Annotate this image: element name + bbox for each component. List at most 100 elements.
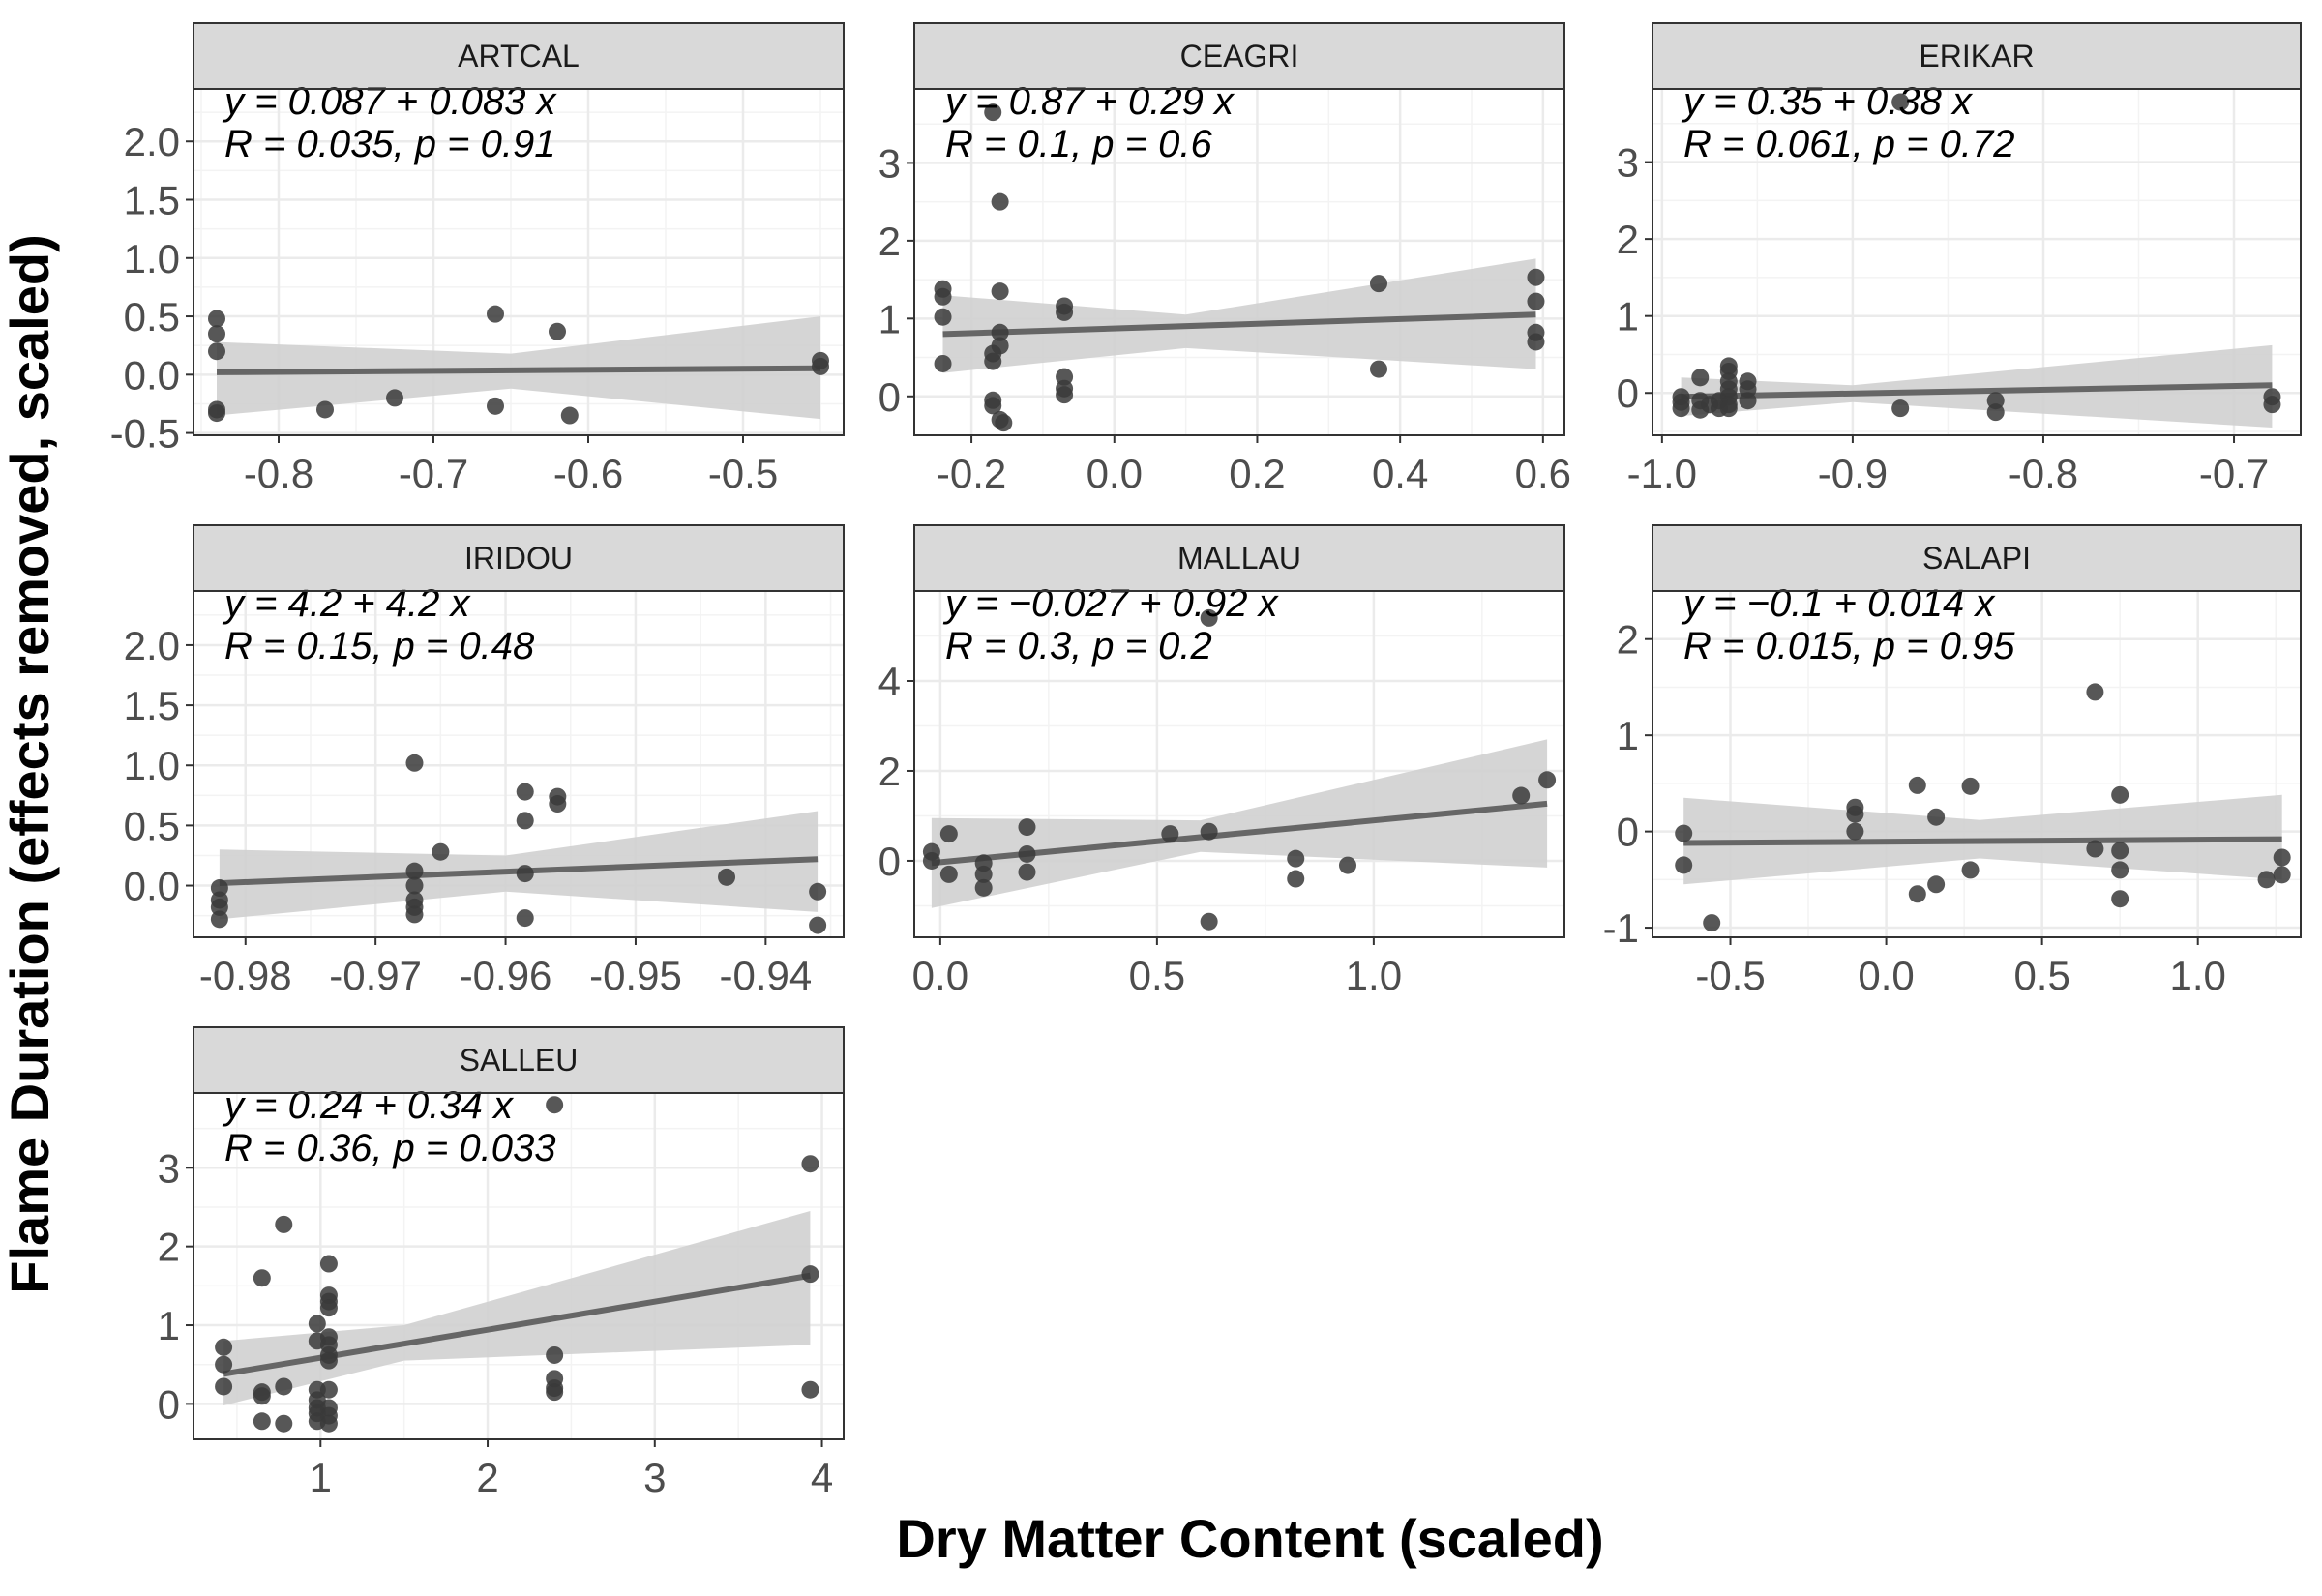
- correlation-stats: R = 0.035, p = 0.91: [224, 123, 555, 165]
- data-point: [1891, 399, 1910, 418]
- data-point: [1161, 825, 1179, 843]
- x-tick-label: 4: [811, 1455, 833, 1500]
- y-tick-label: 3: [158, 1145, 180, 1191]
- data-point: [1719, 399, 1738, 418]
- y-tick-label: 4: [878, 659, 901, 704]
- y-tick-label: 0.5: [124, 294, 180, 340]
- data-point: [1018, 818, 1036, 837]
- x-tick-label: 0.4: [1372, 451, 1428, 496]
- data-point: [1339, 856, 1356, 874]
- x-tick-label: 0.0: [912, 953, 968, 998]
- data-point: [1538, 771, 1557, 789]
- data-point: [801, 1155, 819, 1173]
- y-tick-label: 1: [1617, 713, 1639, 758]
- data-point: [1056, 386, 1074, 404]
- data-point: [516, 783, 534, 801]
- data-point: [319, 1255, 338, 1273]
- y-tick-label: 0: [1617, 810, 1639, 855]
- data-point: [560, 406, 579, 425]
- data-point: [275, 1377, 293, 1396]
- x-tick-label: 0.5: [1129, 953, 1185, 998]
- data-point: [2273, 866, 2291, 884]
- data-point: [984, 352, 1002, 370]
- regression-equation: y = 0.087 + 0.083 x: [222, 80, 557, 123]
- data-point: [2111, 842, 2129, 860]
- strip-header: [1652, 524, 2302, 592]
- x-tick-label: -0.2: [937, 451, 1006, 496]
- x-tick-label: 0.0: [1087, 451, 1143, 496]
- data-point: [2086, 840, 2104, 858]
- data-point: [1846, 822, 1864, 841]
- regression-equation: y = 4.2 + 4.2 x: [222, 582, 471, 625]
- y-tick-label: 1: [158, 1303, 180, 1348]
- data-point: [1846, 805, 1864, 823]
- data-point: [215, 1377, 233, 1396]
- data-point: [974, 878, 993, 897]
- confidence-ribbon: [219, 811, 819, 920]
- data-point: [1018, 844, 1036, 863]
- data-point: [1200, 608, 1218, 627]
- panel-iridou: IRIDOU y = 4.2 + 4.2 xR = 0.15, p = 0.48 0…: [124, 524, 845, 998]
- data-point: [2111, 785, 2129, 804]
- confidence-ribbon: [223, 1211, 811, 1405]
- data-point: [1703, 914, 1721, 932]
- y-tick-label: 1.0: [124, 743, 180, 788]
- data-point: [1287, 870, 1305, 888]
- data-point: [1018, 863, 1036, 881]
- data-point: [208, 342, 225, 361]
- data-point: [1527, 268, 1545, 286]
- x-tick-label: -0.94: [719, 953, 812, 998]
- data-point: [432, 842, 450, 861]
- regression-equation: y = −0.027 + 0.92 x: [942, 582, 1280, 625]
- data-point: [210, 898, 228, 916]
- data-point: [718, 868, 736, 886]
- data-point: [253, 1269, 271, 1287]
- data-point: [934, 308, 952, 326]
- panel-salleu: SALLEU y = 0.24 + 0.34 xR = 0.36, p = 0.0…: [158, 1026, 845, 1500]
- y-tick-label: 0.0: [124, 352, 180, 398]
- data-point: [319, 1380, 338, 1399]
- y-tick-label: -1: [1603, 905, 1639, 951]
- regression-line: [942, 311, 1536, 338]
- data-point: [1370, 275, 1387, 293]
- regression-line: [216, 365, 821, 375]
- y-tick-label: 0.0: [124, 864, 180, 909]
- data-point: [1986, 403, 2005, 422]
- x-tick-label: 1: [310, 1455, 332, 1500]
- data-point: [1961, 777, 1980, 795]
- strip-header: [1652, 22, 2302, 90]
- data-point: [208, 325, 225, 343]
- panel-mallau: MALLAU y = −0.027 + 0.92 xR = 0.3, p = 0.…: [878, 524, 1565, 998]
- y-tick-label: 0: [158, 1381, 180, 1427]
- strip-label: SALLEU: [460, 1043, 579, 1078]
- data-point: [1927, 808, 1946, 826]
- panel-border: [193, 1092, 845, 1440]
- data-point: [1200, 822, 1218, 841]
- data-point: [253, 1412, 271, 1431]
- correlation-stats: R = 0.061, p = 0.72: [1683, 123, 2014, 165]
- data-point: [386, 389, 403, 407]
- y-tick-label: 2: [878, 219, 901, 264]
- data-point: [319, 1299, 338, 1317]
- data-point: [1675, 856, 1693, 874]
- data-point: [939, 865, 958, 883]
- data-point: [208, 310, 225, 328]
- x-tick-label: -0.96: [460, 953, 552, 998]
- x-tick-label: -0.7: [2199, 451, 2269, 496]
- data-point: [1908, 776, 1926, 794]
- panel-artcal: ARTCAL y = 0.087 + 0.083 xR = 0.035, p = …: [110, 22, 845, 496]
- strip-label: CEAGRI: [1180, 39, 1299, 74]
- y-tick-label: 0: [878, 839, 901, 884]
- data-point: [801, 1265, 819, 1284]
- y-tick-label: 2: [878, 749, 901, 794]
- plot-area: [914, 89, 1564, 435]
- regression-line: [1683, 836, 2282, 846]
- panel-border: [193, 590, 845, 938]
- data-point: [812, 357, 829, 375]
- regression-equation: y = 0.35 + 0.38 x: [1681, 80, 1974, 123]
- data-point: [1527, 292, 1545, 310]
- data-point: [546, 1383, 564, 1402]
- x-tick-label: 2: [476, 1455, 498, 1500]
- y-tick-label: 2: [1617, 217, 1639, 262]
- y-tick-label: 1.0: [124, 236, 180, 281]
